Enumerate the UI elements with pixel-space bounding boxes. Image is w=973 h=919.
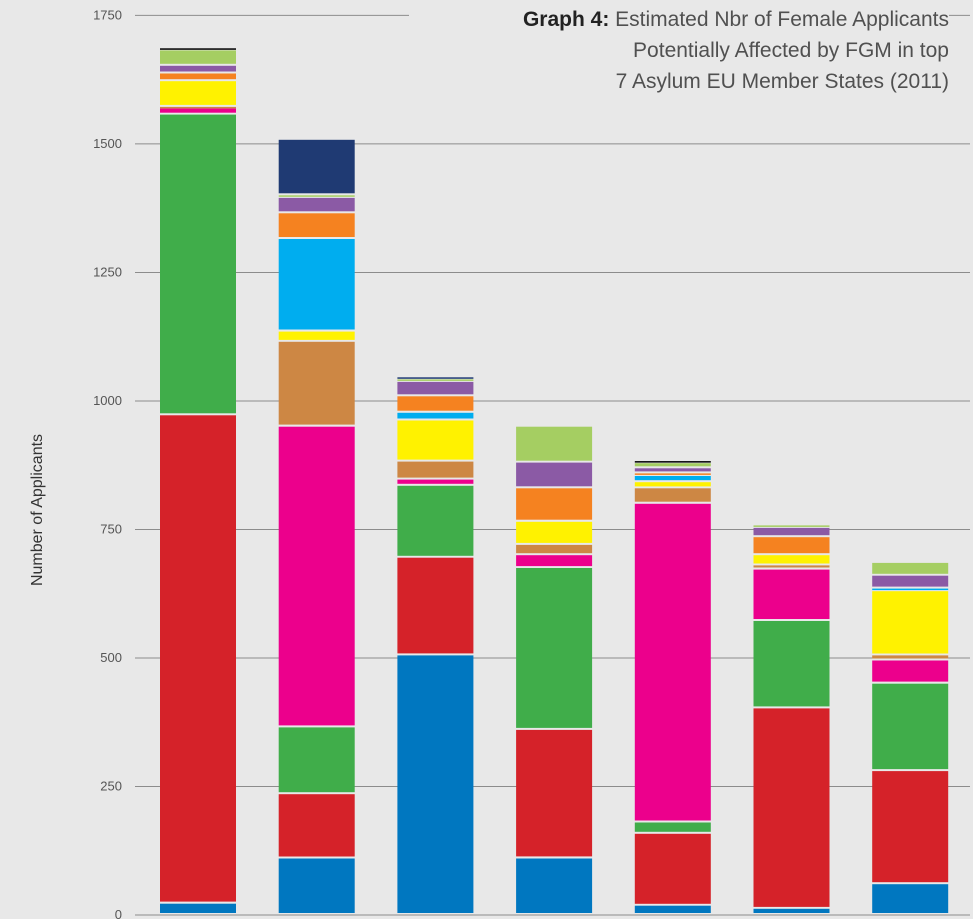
bar-segment <box>397 396 474 411</box>
title-prefix: Graph 4: <box>522 8 610 31</box>
bar-segment <box>397 655 474 913</box>
y-axis-label: Number of Applicants <box>29 433 46 587</box>
bar-segment <box>753 569 830 619</box>
bar-segment <box>278 213 355 237</box>
y-tick-label: 250 <box>100 778 122 793</box>
bar-segment <box>160 108 236 113</box>
bar-segment <box>160 48 236 50</box>
bar-segment <box>753 908 830 913</box>
bar-segment <box>753 525 830 527</box>
bar-segment <box>634 463 711 467</box>
bar-segment <box>516 462 593 487</box>
bar-segment <box>160 106 236 109</box>
bar-segment <box>397 485 474 556</box>
bar-segment <box>753 565 830 568</box>
bar-segment <box>397 479 474 484</box>
y-tick-label: 750 <box>100 521 122 536</box>
bars <box>160 48 949 913</box>
bar-segment <box>516 729 593 857</box>
y-tick-label: 1000 <box>93 393 122 408</box>
bar-segment <box>278 341 355 425</box>
y-tick-label: 1500 <box>93 136 122 151</box>
bar-segment <box>753 527 830 536</box>
bar-segment <box>634 503 711 821</box>
bar-segment <box>634 822 711 832</box>
bar-segment <box>872 588 949 591</box>
bar-segment <box>516 488 593 520</box>
bar-segment <box>634 488 711 502</box>
bar-segment <box>278 331 355 340</box>
y-tick-label: 1750 <box>93 7 122 22</box>
y-tick-labels: 0 250 500 750 1000 1250 1500 1750 <box>93 7 122 919</box>
y-tick-label: 0 <box>115 907 122 919</box>
bar-segment <box>160 81 236 105</box>
bar-segment <box>160 903 236 913</box>
bar-segment <box>397 461 474 478</box>
bar-segment <box>516 858 593 913</box>
bar-segment <box>516 568 593 728</box>
bar-segment <box>872 660 949 682</box>
bar-segment <box>634 482 711 487</box>
bar-segment <box>753 555 830 564</box>
bar-segment <box>634 833 711 904</box>
bar-segment <box>516 555 593 567</box>
title-line-1: Estimated Nbr of Female Applicants <box>615 8 949 31</box>
bar-segment <box>872 655 949 659</box>
bar-segment <box>397 412 474 419</box>
bar-segment <box>753 708 830 907</box>
bar-segment <box>516 426 593 461</box>
bar-segment <box>160 114 236 414</box>
bar-segment <box>753 621 830 707</box>
bar-segment <box>278 195 355 197</box>
bar-segment <box>397 381 474 395</box>
bar-segment <box>278 139 355 194</box>
bar-segment <box>278 858 355 913</box>
y-tick-label: 500 <box>100 650 122 665</box>
bar-segment <box>160 50 236 64</box>
bar-segment <box>634 476 711 481</box>
bar-segment <box>872 683 949 770</box>
bar-segment <box>397 377 474 379</box>
bar-segment <box>160 65 236 72</box>
bar-segment <box>753 537 830 554</box>
bar-segment <box>278 197 355 212</box>
bar-segment <box>872 771 949 883</box>
bar-segment <box>278 794 355 857</box>
bar-segment <box>634 473 711 475</box>
bar-segment <box>872 575 949 587</box>
bar-segment <box>278 727 355 793</box>
bar-segment <box>634 461 711 463</box>
bar-segment <box>278 426 355 726</box>
bar-segment <box>634 905 711 913</box>
bar-segment <box>872 884 949 913</box>
bar-segment <box>397 557 474 654</box>
bar-segment <box>872 562 949 574</box>
bar-segment <box>397 379 474 381</box>
bar-segment <box>397 420 474 460</box>
bar-segment <box>160 415 236 902</box>
chart-title: Graph 4: Estimated Nbr of Female Applica… <box>409 4 949 97</box>
bar-segment <box>516 521 593 543</box>
bar-segment <box>634 468 711 472</box>
bar-segment <box>278 239 355 330</box>
bar-segment <box>516 544 593 554</box>
title-line-3: 7 Asylum EU Member States (2011) <box>615 70 949 93</box>
bar-segment <box>872 591 949 654</box>
bar-segment <box>160 73 236 80</box>
title-line-2: Potentially Affected by FGM in top <box>633 39 949 62</box>
y-tick-label: 1250 <box>93 264 122 279</box>
